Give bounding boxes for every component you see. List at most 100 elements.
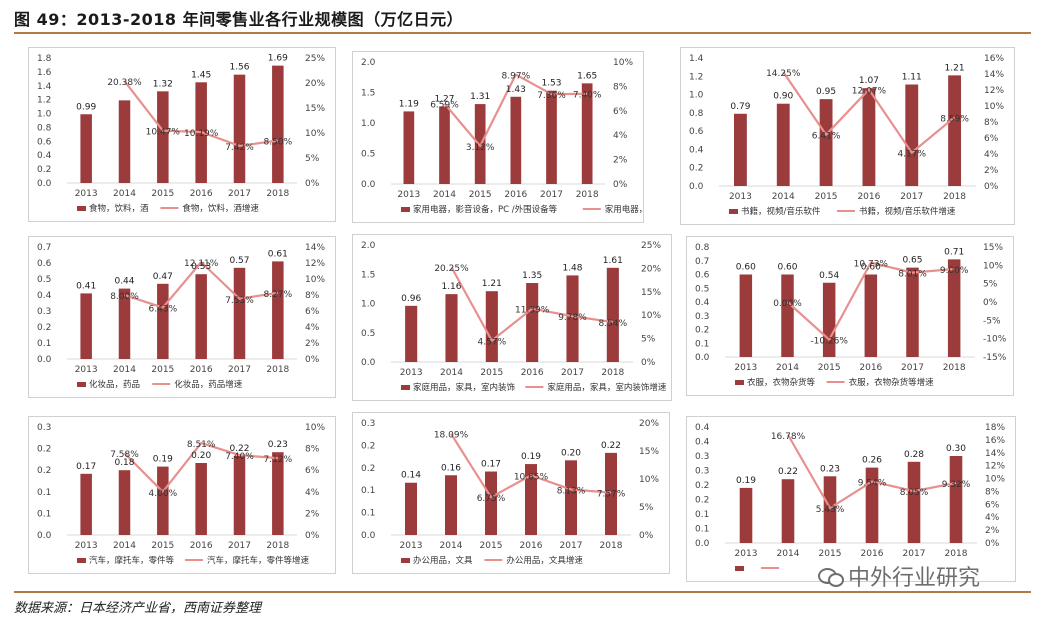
growth-value-label: 10.19%: [184, 129, 219, 139]
left-tick-label: 0.2: [695, 481, 709, 491]
figure-title: 图 49：2013-2018 年间零售业各行业规模图（万亿日元）: [14, 10, 464, 29]
bar-2015: [485, 471, 497, 535]
left-tick-label: 0.2: [695, 496, 709, 506]
bar-value-label: 0.30: [946, 444, 966, 454]
right-tick-label: 6%: [985, 500, 1000, 510]
bar-value-label: 0.14: [401, 471, 421, 481]
growth-value-label: 7.57%: [597, 490, 626, 500]
bar-2013: [80, 473, 92, 535]
left-tick-label: 0.3: [695, 312, 709, 322]
bar-2016: [510, 96, 522, 184]
right-tick-label: 8%: [613, 82, 628, 92]
bar-2015: [157, 283, 169, 359]
growth-value-label: 7.12%: [264, 455, 293, 465]
bar-2014: [776, 103, 790, 186]
bar-2014: [118, 470, 131, 535]
right-tick-label: 15%: [639, 447, 659, 457]
right-tick-label: 0%: [639, 531, 654, 541]
right-tick-label: 10%: [305, 129, 325, 139]
chart-panel-other: 0.4 0.4 0.3 0.3 0.2 0.2 0.1 0.1 0.0 18% 16% 14% 12% 1…: [686, 416, 1016, 582]
left-tick-label: 0.3: [37, 307, 51, 317]
left-tick-label: 1.6: [37, 68, 52, 78]
right-tick-label: 2%: [985, 526, 1000, 536]
left-tick-label: 0.7: [37, 243, 51, 253]
bar-value-label: 0.60: [777, 263, 797, 273]
left-tick-label: 0.6: [37, 259, 52, 269]
right-tick-label: 10%: [613, 58, 633, 68]
chart-panel-auto: 0.3 0.2 0.2 0.1 0.1 0.0 10% 8% 6% 4% 2% 0% 2013 2014 2…: [28, 416, 336, 574]
bar-2015: [485, 291, 498, 362]
legend-line-label: 衣服，衣物杂货等增速: [849, 377, 935, 388]
growth-value-label: 9.54%: [858, 479, 887, 489]
right-tick-label: 15%: [641, 288, 661, 298]
bar-2017: [905, 84, 919, 186]
right-tick-label: 2%: [305, 509, 320, 519]
growth-value-label: 7.36%: [537, 91, 566, 101]
growth-value-label: 10.65%: [514, 472, 549, 482]
chart-svg: 0.7 0.6 0.5 0.4 0.3 0.2 0.1 0.0 14% 12% 10% 8% 6% 4% 2…: [37, 243, 325, 390]
bar-2018: [949, 456, 963, 543]
chart-panel-food: 1.8 1.6 1.4 1.2 1.0 0.8 0.6 0.4 0.2 0.0 25% 20% 15% 1…: [28, 47, 336, 222]
bar-2013: [739, 274, 753, 357]
left-tick-label: 0.0: [689, 182, 704, 192]
right-tick-label: 4%: [985, 513, 1000, 523]
right-tick-label: 6%: [984, 134, 999, 144]
growth-value-label: 10.73%: [854, 260, 889, 270]
category-label: 2014: [113, 541, 136, 551]
left-tick-label: 1.0: [37, 110, 52, 120]
right-tick-label: 4%: [305, 488, 320, 498]
right-tick-label: 20%: [305, 79, 325, 89]
category-label: 2018: [943, 363, 966, 373]
bar-2018: [581, 83, 593, 184]
bar-value-label: 0.53: [191, 262, 211, 272]
category-label: 2015: [815, 192, 838, 202]
bar-value-label: 1.31: [470, 92, 490, 102]
left-tick-label: 0.1: [37, 339, 51, 349]
growth-value-label: 14.25%: [766, 69, 801, 79]
left-tick-label: 0.4: [695, 423, 710, 433]
bar-value-label: 1.27: [434, 95, 454, 105]
right-tick-label: 5%: [639, 503, 654, 513]
bar-2015: [157, 466, 169, 535]
growth-value-label: 9.00%: [940, 266, 969, 276]
bar-value-label: 1.43: [506, 85, 526, 95]
bar-value-label: 0.20: [191, 451, 211, 461]
right-tick-label: 20%: [641, 264, 661, 274]
left-tick-label: 1.5: [361, 89, 375, 99]
category-label: 2016: [857, 192, 880, 202]
bar-2018: [948, 75, 962, 186]
bar-value-label: 0.90: [773, 92, 793, 102]
category-label: 2013: [75, 541, 98, 551]
category-label: 2016: [190, 365, 213, 375]
category-label: 2017: [560, 541, 583, 551]
bar-value-label: 0.60: [736, 263, 756, 273]
left-tick-label: 1.8: [37, 54, 52, 64]
growth-value-label: 8.27%: [264, 290, 293, 300]
left-tick-label: 1.0: [361, 119, 376, 129]
chart-svg: 1.8 1.6 1.4 1.2 1.0 0.8 0.6 0.4 0.2 0.0 25% 20% 15% 1…: [37, 54, 325, 214]
left-tick-label: 0.2: [37, 323, 51, 333]
legend-line-label: 书籍，视频/音乐软件增速: [859, 206, 956, 217]
legend-line-label: 汽车，摩托车，零件等增速: [207, 555, 310, 566]
left-tick-label: 1.2: [37, 96, 51, 106]
bar-value-label: 0.54: [819, 271, 839, 281]
bar-value-label: 0.95: [816, 87, 836, 97]
legend-bar-label: 家用电器，影音设备，PC /外围设备等: [413, 204, 558, 215]
growth-value-label: 8.54%: [599, 319, 628, 329]
bar-value-label: 0.99: [76, 102, 96, 112]
category-label: 2016: [504, 190, 527, 200]
left-tick-label: 0.8: [37, 123, 52, 133]
right-tick-label: 0%: [613, 180, 628, 190]
category-label: 2018: [945, 549, 968, 559]
bar-value-label: 1.69: [268, 54, 288, 64]
growth-value-label: 16.78%: [771, 432, 806, 442]
bar-value-label: 0.17: [481, 460, 501, 470]
legend-bar-label: 书籍，视频/音乐软件: [741, 206, 821, 217]
left-tick-label: 0.3: [695, 467, 709, 477]
category-label: 2016: [859, 363, 882, 373]
category-label: 2014: [433, 190, 456, 200]
right-tick-label: 0%: [984, 182, 999, 192]
category-label: 2018: [266, 541, 289, 551]
growth-line: [450, 433, 612, 499]
category-label: 2015: [151, 189, 174, 199]
